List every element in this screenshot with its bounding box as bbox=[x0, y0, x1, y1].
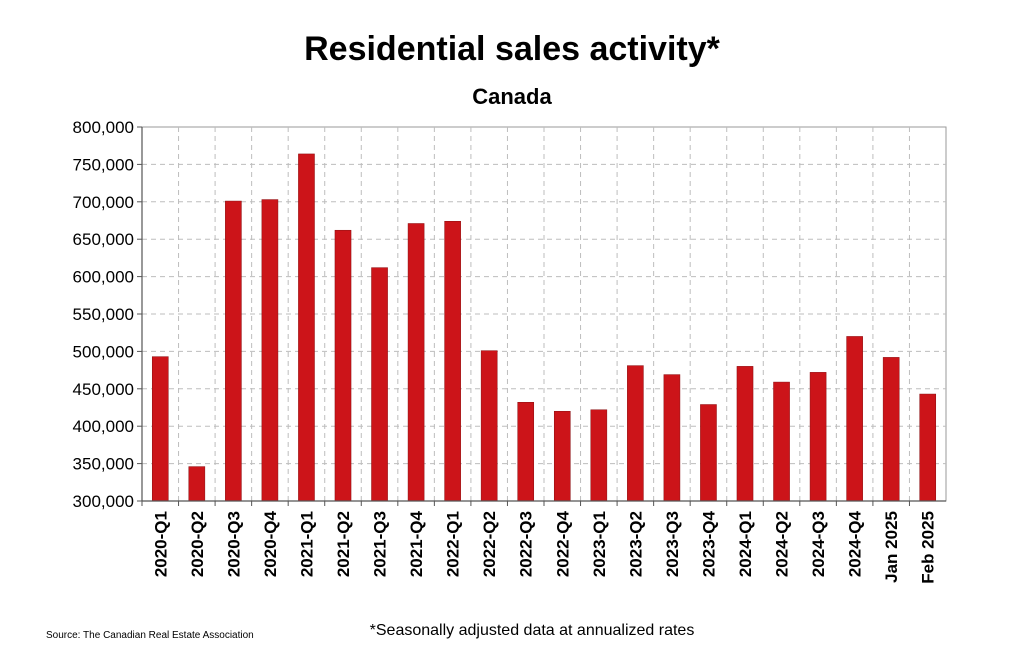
y-tick-label: 650,000 bbox=[73, 230, 134, 249]
x-tick-label: 2023-Q3 bbox=[663, 511, 682, 577]
bar bbox=[700, 404, 717, 502]
x-tick-label: Feb 2025 bbox=[919, 511, 938, 584]
bar-chart: 300,000 350,000 400,000 450,000 500,000 550,0… bbox=[73, 118, 947, 584]
chart-title: Residential sales activity* bbox=[304, 30, 720, 68]
bar bbox=[663, 374, 681, 502]
x-tick-label: Jan 2025 bbox=[882, 511, 901, 583]
bar bbox=[846, 336, 863, 502]
x-tick-label: 2023-Q2 bbox=[626, 511, 645, 577]
bar bbox=[298, 153, 315, 502]
bar bbox=[919, 393, 937, 502]
x-tick-label: 2020-Q3 bbox=[224, 511, 243, 577]
y-tick-label: 550,000 bbox=[73, 305, 134, 324]
source-note: Source: The Canadian Real Estate Associa… bbox=[46, 630, 254, 641]
footnote: *Seasonally adjusted data at annualized … bbox=[369, 622, 695, 639]
bar bbox=[334, 229, 352, 502]
bar bbox=[627, 365, 644, 502]
y-tick-label: 450,000 bbox=[73, 380, 134, 399]
x-tick-label: 2024-Q4 bbox=[846, 510, 865, 577]
bar bbox=[480, 350, 498, 502]
x-tick-label: 2021-Q1 bbox=[297, 511, 316, 577]
bar bbox=[444, 220, 461, 502]
y-tick-label: 700,000 bbox=[73, 193, 134, 212]
bar bbox=[553, 410, 571, 502]
x-tick-label: 2024-Q1 bbox=[736, 511, 755, 577]
x-tick-label: 2020-Q2 bbox=[188, 511, 207, 577]
x-tick-label: 2021-Q2 bbox=[334, 511, 353, 577]
y-tick-label: 350,000 bbox=[73, 455, 134, 474]
bar bbox=[407, 223, 425, 502]
x-tick-label: 2024-Q2 bbox=[773, 511, 792, 577]
bar bbox=[736, 366, 754, 502]
bar bbox=[151, 356, 169, 502]
y-tick-label: 400,000 bbox=[73, 417, 134, 436]
x-tick-label: 2022-Q2 bbox=[480, 511, 499, 577]
x-tick-label: 2020-Q4 bbox=[261, 510, 280, 577]
y-tick-label: 500,000 bbox=[73, 342, 134, 361]
bar bbox=[882, 357, 900, 502]
bar bbox=[188, 466, 206, 502]
x-tick-label: 2021-Q4 bbox=[407, 510, 426, 577]
y-tick-label: 800,000 bbox=[73, 118, 134, 137]
bar bbox=[261, 199, 279, 502]
x-tick-label: 2021-Q3 bbox=[371, 511, 390, 577]
bar bbox=[809, 372, 827, 502]
bar bbox=[590, 409, 608, 502]
x-tick-label: 2023-Q4 bbox=[699, 510, 718, 577]
x-tick-label: 2023-Q1 bbox=[590, 511, 609, 577]
bar bbox=[225, 200, 242, 502]
x-tick-label: 2022-Q3 bbox=[517, 511, 536, 577]
x-tick-label: 2022-Q4 bbox=[553, 510, 572, 577]
bar bbox=[773, 381, 790, 502]
y-tick-label: 600,000 bbox=[73, 268, 134, 287]
bar bbox=[371, 267, 388, 502]
bar bbox=[517, 402, 535, 502]
x-tick-label: 2020-Q1 bbox=[151, 511, 170, 577]
y-tick-label: 300,000 bbox=[73, 492, 134, 511]
x-tick-label: 2024-Q3 bbox=[809, 511, 828, 577]
y-tick-label: 750,000 bbox=[73, 155, 134, 174]
chart-subtitle: Canada bbox=[472, 84, 552, 109]
x-tick-label: 2022-Q1 bbox=[444, 511, 463, 577]
